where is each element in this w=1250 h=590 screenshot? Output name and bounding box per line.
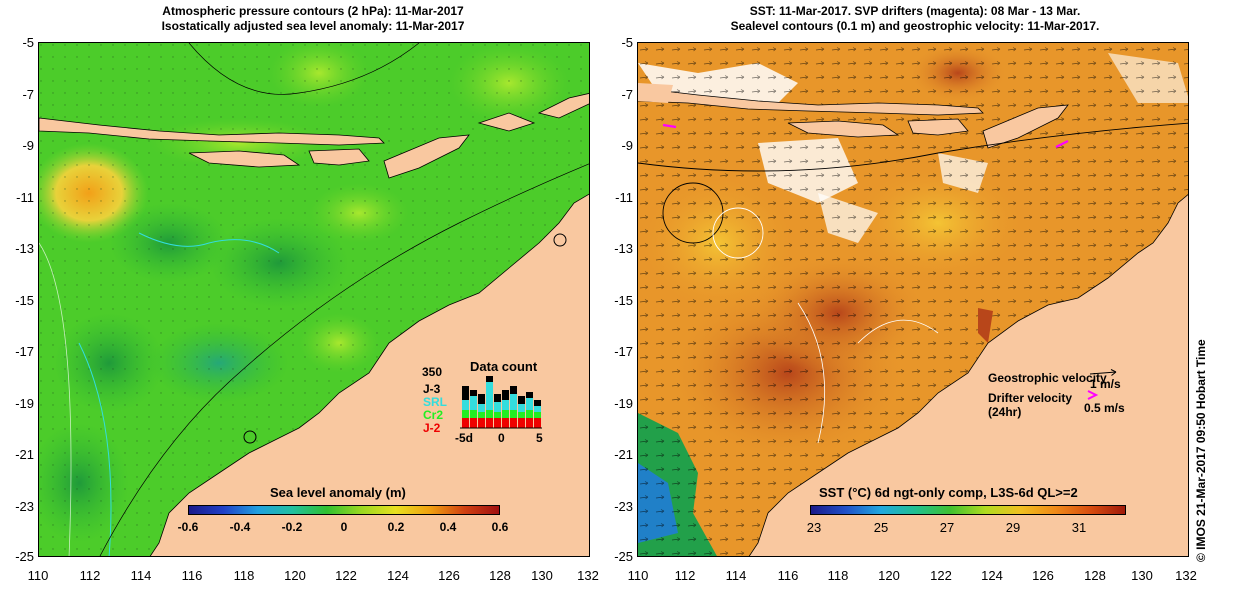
drifter-velocity-sub: (24hr) [988, 405, 1022, 419]
left-title-1: Atmospheric pressure contours (2 hPa): 1… [162, 4, 464, 18]
left-ylab-4: -13 [15, 241, 34, 256]
sla-colorbar [188, 505, 500, 515]
left-ylab-3: -11 [16, 190, 34, 205]
sst-tick-1: 25 [873, 520, 889, 535]
mission-label-cr2: Cr2 [423, 408, 444, 422]
sla-tick-6: 0.6 [491, 520, 509, 534]
imos-credit: © IMOS 21-Mar-2017 09:50 Hobart Time [1194, 339, 1208, 562]
mission-label-j2: J-2 [423, 421, 441, 435]
right-ylab-0: -5 [621, 35, 633, 50]
sla-colorbar-title: Sea level anomaly (m) [270, 485, 406, 500]
left-ylab-8: -21 [15, 447, 34, 462]
left-xlab-2: 114 [130, 568, 152, 583]
right-xlab-2: 114 [725, 568, 747, 583]
left-xlab-3: 116 [181, 568, 203, 583]
right-xlab-0: 110 [627, 568, 649, 583]
left-ylab-10: -25 [15, 549, 34, 564]
left-xlab-4: 118 [233, 568, 255, 583]
left-title-2: Isostatically adjusted sea level anomaly… [161, 19, 465, 33]
sla-tick-0: -0.6 [177, 520, 199, 534]
right-xlab-6: 122 [930, 568, 952, 583]
right-title-1: SST: 11-Mar-2017. SVP drifters (magenta)… [749, 4, 1081, 18]
sst-colorbar [810, 505, 1126, 515]
sst-colorbar-title: SST (°C) 6d ngt-only comp, L3S-6d QL>=2 [819, 485, 1078, 500]
histogram-xtick-0: 0 [498, 431, 505, 445]
right-xlab-10: 130 [1131, 568, 1153, 583]
sla-tick-2: -0.2 [281, 520, 303, 534]
right-xlab-3: 116 [777, 568, 799, 583]
mission-label-srl: SRL [423, 395, 447, 409]
right-ylab-8: -21 [614, 447, 633, 462]
left-xlab-5: 120 [284, 568, 306, 583]
drifter-velocity-label: Drifter velocity [988, 391, 1073, 405]
sst-tick-3: 29 [1005, 520, 1021, 535]
right-ylab-1: -7 [621, 87, 633, 102]
geostrophic-scale-arrow [1089, 369, 1117, 376]
sea-level-anomaly-map[interactable] [38, 42, 590, 557]
right-xlab-11: 132 [1175, 568, 1197, 583]
histogram-bars [462, 376, 541, 428]
sla-tick-5: 0.4 [439, 520, 457, 534]
right-ylab-5: -15 [614, 293, 633, 308]
sst-tick-4: 31 [1071, 520, 1087, 535]
right-xlab-1: 112 [674, 568, 696, 583]
left-ylab-7: -19 [15, 396, 34, 411]
left-ylab-6: -17 [15, 344, 34, 359]
data-count-title: Data count [470, 359, 538, 374]
left-ylab-1: -7 [22, 87, 34, 102]
right-ylab-4: -13 [614, 241, 633, 256]
sla-tick-1: -0.4 [229, 520, 251, 534]
sla-tick-4: 0.2 [387, 520, 405, 534]
sst-map[interactable] [637, 42, 1189, 557]
right-ylab-9: -23 [614, 499, 633, 514]
sst-tick-0: 23 [806, 520, 822, 535]
right-xlab-4: 118 [827, 568, 849, 583]
right-ylab-7: -19 [614, 396, 633, 411]
mission-label-j3: J-3 [423, 382, 441, 396]
left-xlab-1: 112 [79, 568, 101, 583]
histogram-xtick-5: 5 [536, 431, 543, 445]
right-ylab-2: -9 [621, 138, 633, 153]
left-ylab-0: -5 [22, 35, 34, 50]
right-xlab-5: 120 [878, 568, 900, 583]
data-count-max: 350 [422, 365, 443, 379]
left-ylab-5: -15 [15, 293, 34, 308]
geostrophic-velocity-value: 1 m/s [1090, 377, 1121, 391]
sla-tick-3: 0 [340, 520, 348, 534]
left-xlab-7: 124 [387, 568, 409, 583]
right-xlab-8: 126 [1032, 568, 1054, 583]
drifter-velocity-value: 0.5 m/s [1084, 401, 1125, 415]
right-xlab-7: 124 [981, 568, 1003, 583]
sst-map-graphic [638, 43, 1188, 556]
histogram-xtick-minus5: -5d [455, 431, 473, 445]
data-count-histogram [460, 376, 542, 429]
left-xlab-0: 110 [27, 568, 49, 583]
sst-tick-2: 27 [939, 520, 955, 535]
left-xlab-6: 122 [335, 568, 357, 583]
left-ylab-9: -23 [15, 499, 34, 514]
left-xlab-9: 128 [489, 568, 511, 583]
left-xlab-10: 130 [531, 568, 553, 583]
left-xlab-11: 132 [577, 568, 599, 583]
right-ylab-10: -25 [614, 549, 633, 564]
right-xlab-9: 128 [1084, 568, 1106, 583]
sla-map-graphic [39, 43, 589, 556]
drifter-scale-arrow-icon [1087, 390, 1099, 400]
geostrophic-velocity-label: Geostrophic velocity [988, 371, 1107, 385]
right-ylab-3: -11 [615, 190, 633, 205]
right-title-2: Sealevel contours (0.1 m) and geostrophi… [730, 19, 1100, 33]
left-ylab-2: -9 [22, 138, 34, 153]
left-xlab-8: 126 [438, 568, 460, 583]
right-ylab-6: -17 [614, 344, 633, 359]
